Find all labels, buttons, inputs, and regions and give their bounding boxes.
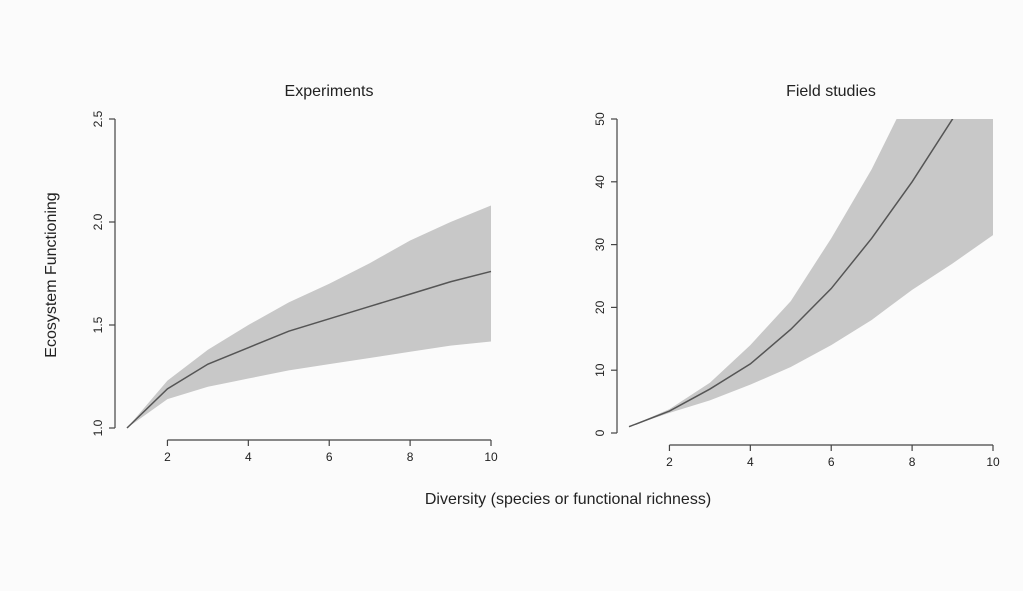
- x-tick-label: 4: [747, 455, 754, 469]
- confidence-band: [127, 205, 491, 428]
- y-tick-label: 30: [593, 238, 607, 252]
- y-tick-label: 50: [593, 112, 607, 126]
- x-tick-label: 6: [828, 455, 835, 469]
- y-tick-label: 20: [593, 300, 607, 314]
- y-tick-label: 2.0: [91, 213, 105, 230]
- plot-area: [628, 119, 993, 428]
- chart-title: Field studies: [786, 83, 876, 100]
- x-tick-label: 10: [986, 455, 1000, 469]
- y-tick-label: 2.5: [91, 110, 105, 127]
- x-tick-label: 4: [245, 450, 252, 464]
- x-tick-label: 2: [666, 455, 673, 469]
- y-tick-label: 40: [593, 175, 607, 189]
- y-tick-label: 10: [593, 363, 607, 377]
- x-tick-label: 2: [164, 450, 171, 464]
- fit-line: [628, 119, 954, 428]
- x-tick-label: 8: [407, 450, 414, 464]
- x-tick-label: 6: [326, 450, 333, 464]
- fit-line: [126, 270, 492, 429]
- x-axis-label: Diversity (species or functional richnes…: [425, 491, 711, 508]
- y-tick-label: 1.5: [91, 316, 105, 333]
- y-axis-label: Ecosystem Functioning: [43, 192, 60, 357]
- x-tick-label: 8: [909, 455, 916, 469]
- y-tick-label: 0: [593, 429, 607, 436]
- chart-title: Experiments: [285, 83, 374, 100]
- y-tick-label: 1.0: [91, 419, 105, 436]
- x-tick-label: 10: [484, 450, 498, 464]
- plot-area: [126, 205, 492, 429]
